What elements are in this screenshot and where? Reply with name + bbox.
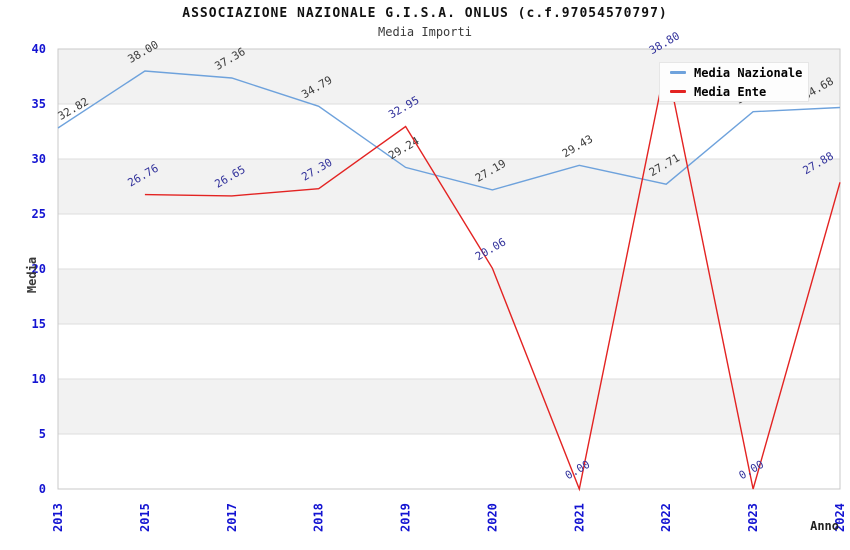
y-tick-label: 40	[32, 42, 46, 56]
y-tick-label: 20	[32, 262, 46, 276]
chart-title: ASSOCIAZIONE NAZIONALE G.I.S.A. ONLUS (c…	[182, 6, 668, 21]
series-line-media-ente	[144, 62, 841, 492]
series-line-media-nazionale	[57, 70, 841, 191]
legend-label: Media Ente	[694, 84, 767, 99]
chart-subtitle: Media Importi	[378, 25, 472, 39]
legend-swatch-blue	[670, 71, 686, 74]
x-tick-label: 2024	[833, 503, 847, 532]
x-tick-label: 2023	[746, 503, 760, 532]
x-tick-label: 2019	[399, 503, 413, 532]
legend-item-media-ente: Media Ente	[670, 85, 808, 99]
y-tick-label: 0	[39, 482, 46, 496]
data-point-label: 29.24	[386, 134, 422, 162]
legend-item-media-nazionale: Media Nazionale	[670, 66, 808, 80]
x-tick-label: 2018	[312, 503, 326, 532]
data-point-label: 29.43	[560, 132, 595, 160]
legend-label: Media Nazionale	[694, 65, 803, 80]
legend: Media Nazionale Media Ente	[659, 62, 809, 102]
grid-band	[58, 379, 840, 434]
y-tick-label: 35	[32, 97, 46, 111]
x-tick-label: 2013	[51, 503, 65, 532]
y-tick-label: 25	[32, 207, 46, 221]
data-point-label: 0.00	[563, 458, 592, 483]
y-tick-label: 15	[32, 317, 46, 331]
legend-swatch-red	[670, 90, 686, 93]
y-tick-label: 5	[39, 427, 46, 441]
x-tick-label: 2017	[225, 503, 239, 532]
plot-border	[57, 48, 841, 490]
y-tick-label: 30	[32, 152, 46, 166]
y-tick-label: 10	[32, 372, 46, 386]
x-tick-label: 2015	[138, 503, 152, 532]
x-axis-title: Anno	[810, 519, 839, 533]
data-point-label: 20.06	[473, 235, 508, 263]
x-tick-label: 2021	[572, 503, 586, 532]
x-tick-label: 2020	[485, 503, 499, 532]
y-axis-title: Media	[25, 256, 40, 294]
grid-band	[58, 269, 840, 324]
x-tick-label: 2022	[659, 503, 673, 532]
grid-band	[58, 159, 840, 214]
